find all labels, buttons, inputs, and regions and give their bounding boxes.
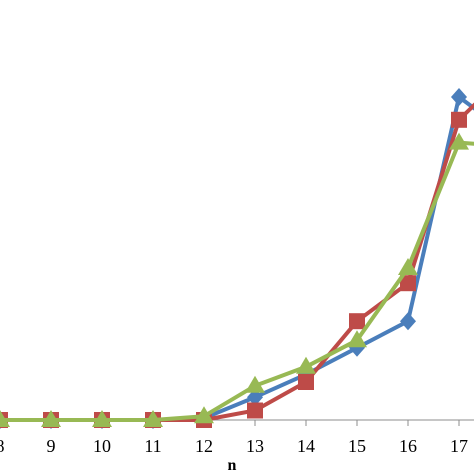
data-point bbox=[296, 356, 316, 374]
x-tick-label: 10 bbox=[93, 436, 111, 456]
data-point bbox=[347, 330, 367, 348]
series-3 bbox=[0, 132, 474, 427]
series-1 bbox=[0, 88, 474, 429]
x-tick-label: 14 bbox=[297, 436, 315, 456]
data-point bbox=[451, 111, 467, 128]
data-point bbox=[349, 313, 365, 330]
data-point bbox=[400, 275, 416, 292]
x-tick-labels: 89101112131415161718 bbox=[0, 436, 468, 456]
data-point bbox=[194, 406, 214, 424]
data-point bbox=[247, 402, 263, 419]
data-point bbox=[449, 132, 469, 150]
data-point bbox=[398, 258, 418, 275]
series-line bbox=[0, 102, 474, 422]
data-point bbox=[0, 410, 10, 427]
data-point bbox=[451, 88, 467, 106]
data-point bbox=[92, 410, 112, 427]
series-line bbox=[0, 95, 474, 422]
x-tick-label: 13 bbox=[246, 436, 264, 456]
data-point bbox=[245, 375, 265, 393]
series-layer bbox=[0, 88, 474, 429]
data-point bbox=[400, 312, 416, 331]
x-tick-label: 11 bbox=[144, 436, 161, 456]
x-tick-label: 8 bbox=[0, 436, 5, 456]
x-tick-label: 9 bbox=[47, 436, 56, 456]
data-point bbox=[298, 374, 314, 390]
x-tick-label: 15 bbox=[348, 436, 366, 456]
x-axis-title: n bbox=[228, 457, 237, 474]
data-point bbox=[143, 410, 163, 427]
x-tick-label: 12 bbox=[195, 436, 213, 456]
series-2 bbox=[0, 102, 474, 428]
data-point bbox=[41, 410, 61, 427]
x-tick-label: 17 bbox=[450, 436, 468, 456]
x-tick-label: 16 bbox=[399, 436, 417, 456]
